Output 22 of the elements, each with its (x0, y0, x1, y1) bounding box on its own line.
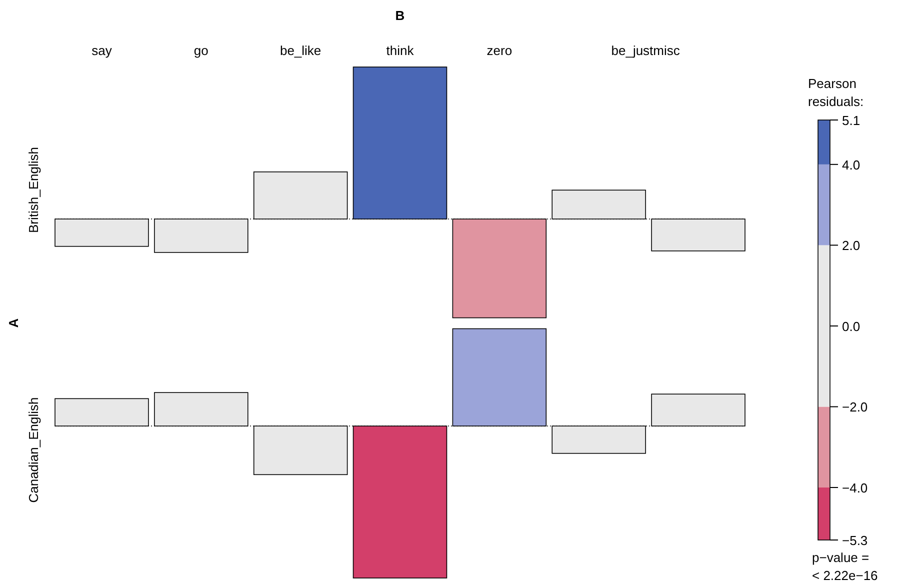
x-tick-label: say (92, 43, 112, 58)
x-tick-label: think (386, 43, 414, 58)
color-bar-label: 5.1 (842, 113, 860, 128)
color-bar-label: −2.0 (842, 400, 868, 415)
x-tick-label: be_justmisc (611, 43, 680, 58)
x-tick-label: be_like (280, 43, 322, 58)
color-bar-label: −4.0 (842, 480, 868, 496)
color-bar-title: Pearson residuals: (808, 76, 864, 109)
color-bar-label: −5.3 (842, 533, 868, 548)
bar (54, 218, 149, 247)
x-tick-label: zero (486, 43, 512, 58)
color-bar-label: 4.0 (842, 157, 860, 172)
chart-title: B (395, 8, 405, 23)
x-tick-label: go (194, 43, 208, 58)
color-bar-label: 2.0 (842, 238, 860, 254)
text: < 2.22e−16 (812, 568, 878, 583)
text: A (6, 318, 21, 328)
color-bar-label: 0.0 (842, 318, 860, 334)
text: p−value = (812, 550, 870, 565)
bar (54, 398, 149, 426)
y-axis-title: British_English (26, 147, 41, 233)
y-axis-title: Canadian_English (26, 397, 41, 503)
